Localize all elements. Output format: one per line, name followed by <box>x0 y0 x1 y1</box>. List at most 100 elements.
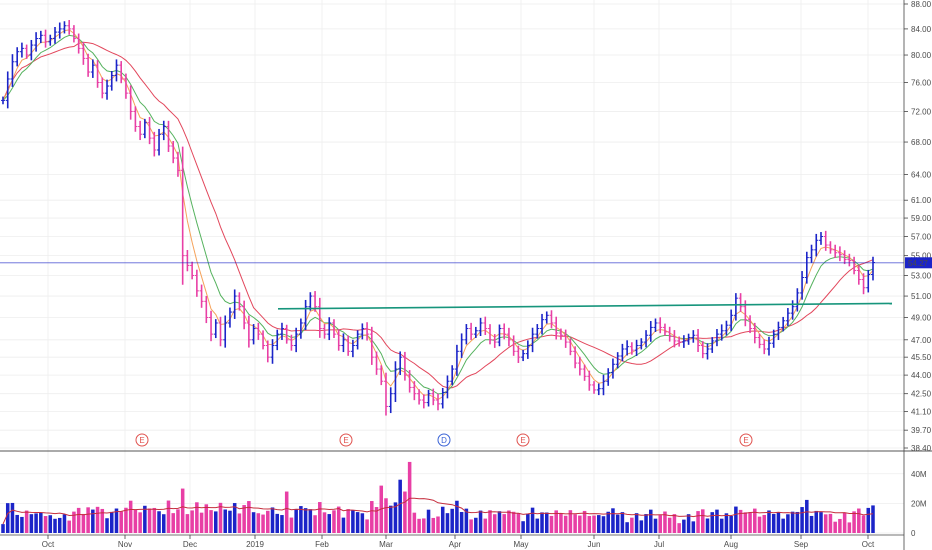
price-axis[interactable]: 88.00 84.00 80.00 76.00 72.00 68.00 64.00 61.00… <box>904 0 932 453</box>
price-bar <box>639 338 644 350</box>
volume-bar <box>852 511 856 533</box>
volume-bar <box>29 514 34 533</box>
volume-tick-label: 0 <box>911 529 916 538</box>
volume-bar <box>114 508 119 533</box>
price-bar <box>601 374 606 396</box>
price-bar <box>431 388 436 406</box>
price-bar <box>53 26 58 44</box>
y-tick-label: 76.00 <box>911 78 932 87</box>
price-grid <box>0 0 904 535</box>
x-tick-label: 2019 <box>246 540 264 549</box>
trendline[interactable] <box>277 302 893 310</box>
price-bar <box>289 334 294 351</box>
price-bar <box>705 343 710 360</box>
ma-slow-line <box>2 41 874 389</box>
volume-bar <box>814 510 819 533</box>
price-bar <box>648 321 653 342</box>
y-tick-label: 59.00 <box>911 214 932 223</box>
x-tick-label: Feb <box>315 540 329 549</box>
price-bar <box>554 316 559 340</box>
volume-bar <box>634 513 639 533</box>
volume-bar <box>166 500 171 533</box>
volume-bar <box>511 511 516 533</box>
price-bar <box>303 299 308 330</box>
volume-bar <box>76 507 81 533</box>
volume-bar <box>601 516 606 533</box>
price-bar <box>90 59 95 78</box>
volume-bar <box>455 500 459 533</box>
x-tick-label: Dec <box>183 540 197 549</box>
volume-bar <box>440 506 445 533</box>
price-bar <box>81 42 86 65</box>
volume-bar <box>266 510 270 533</box>
y-tick-label: 51.00 <box>911 292 932 301</box>
volume-bar <box>374 507 379 533</box>
volume-bar <box>109 511 114 533</box>
volume-bar <box>587 516 592 533</box>
price-bar <box>573 346 578 369</box>
price-bar <box>15 47 20 67</box>
price-bar <box>393 361 398 402</box>
volume-bar <box>308 509 313 533</box>
price-bar <box>24 44 29 59</box>
price-bar <box>781 316 786 332</box>
price-bar <box>412 381 417 401</box>
price-bar <box>166 120 171 152</box>
volume-bar <box>199 512 204 533</box>
price-bar <box>43 29 48 48</box>
price-bar <box>261 330 266 350</box>
price-bar <box>620 343 625 362</box>
price-bar <box>762 339 767 355</box>
volume-bar <box>800 507 804 533</box>
volume-bar <box>223 509 227 533</box>
volume-bar <box>214 511 218 533</box>
volume-bar <box>459 511 464 533</box>
volume-bar <box>351 510 355 533</box>
price-bar <box>157 128 162 156</box>
event-marker[interactable]: D <box>437 433 451 447</box>
price-bar <box>152 131 157 157</box>
price-bar <box>667 326 672 342</box>
event-marker[interactable]: E <box>739 433 753 447</box>
price-bar <box>331 319 336 339</box>
volume-bar <box>5 503 10 533</box>
price-bar <box>407 370 412 393</box>
price-bar <box>279 322 284 341</box>
price-bars <box>1 20 875 416</box>
volume-bar <box>729 515 733 533</box>
volume-bar <box>563 515 568 533</box>
price-bar <box>383 372 388 416</box>
y-tick-label: 38.40 <box>911 444 932 453</box>
volume-bar <box>857 508 861 533</box>
volume-bar <box>734 506 738 533</box>
volume-bar <box>436 516 440 533</box>
volume-bar <box>549 515 554 533</box>
price-bar <box>804 251 809 284</box>
volume-bar <box>630 517 634 533</box>
volume-bar <box>81 513 86 533</box>
volume-bar <box>393 502 398 533</box>
y-tick-label: 39.70 <box>911 426 932 435</box>
y-tick-label: 42.50 <box>911 390 932 399</box>
volume-bar <box>606 511 610 533</box>
event-marker[interactable]: E <box>135 433 149 447</box>
price-bar <box>738 293 743 312</box>
price-bar <box>109 71 114 91</box>
volume-bar <box>72 511 76 533</box>
volume-bar <box>521 521 525 533</box>
price-bar <box>355 330 360 350</box>
volume-bar <box>847 522 852 533</box>
event-marker[interactable]: E <box>516 433 530 447</box>
volume-bar <box>322 512 327 533</box>
y-tick-label: 88.00 <box>911 0 932 9</box>
volume-bar <box>686 514 691 533</box>
price-bar <box>440 387 445 409</box>
svg-text:E: E <box>343 436 348 445</box>
event-marker[interactable]: E <box>339 433 353 447</box>
volume-bar <box>62 514 67 533</box>
volume-bar <box>341 517 346 533</box>
time-axis[interactable]: Oct Nov Dec 2019 Feb Mar Apr May Jun Jul Aug Sep Oct <box>42 535 875 549</box>
y-tick-label: 61.00 <box>911 196 932 205</box>
price-bar <box>653 318 658 332</box>
